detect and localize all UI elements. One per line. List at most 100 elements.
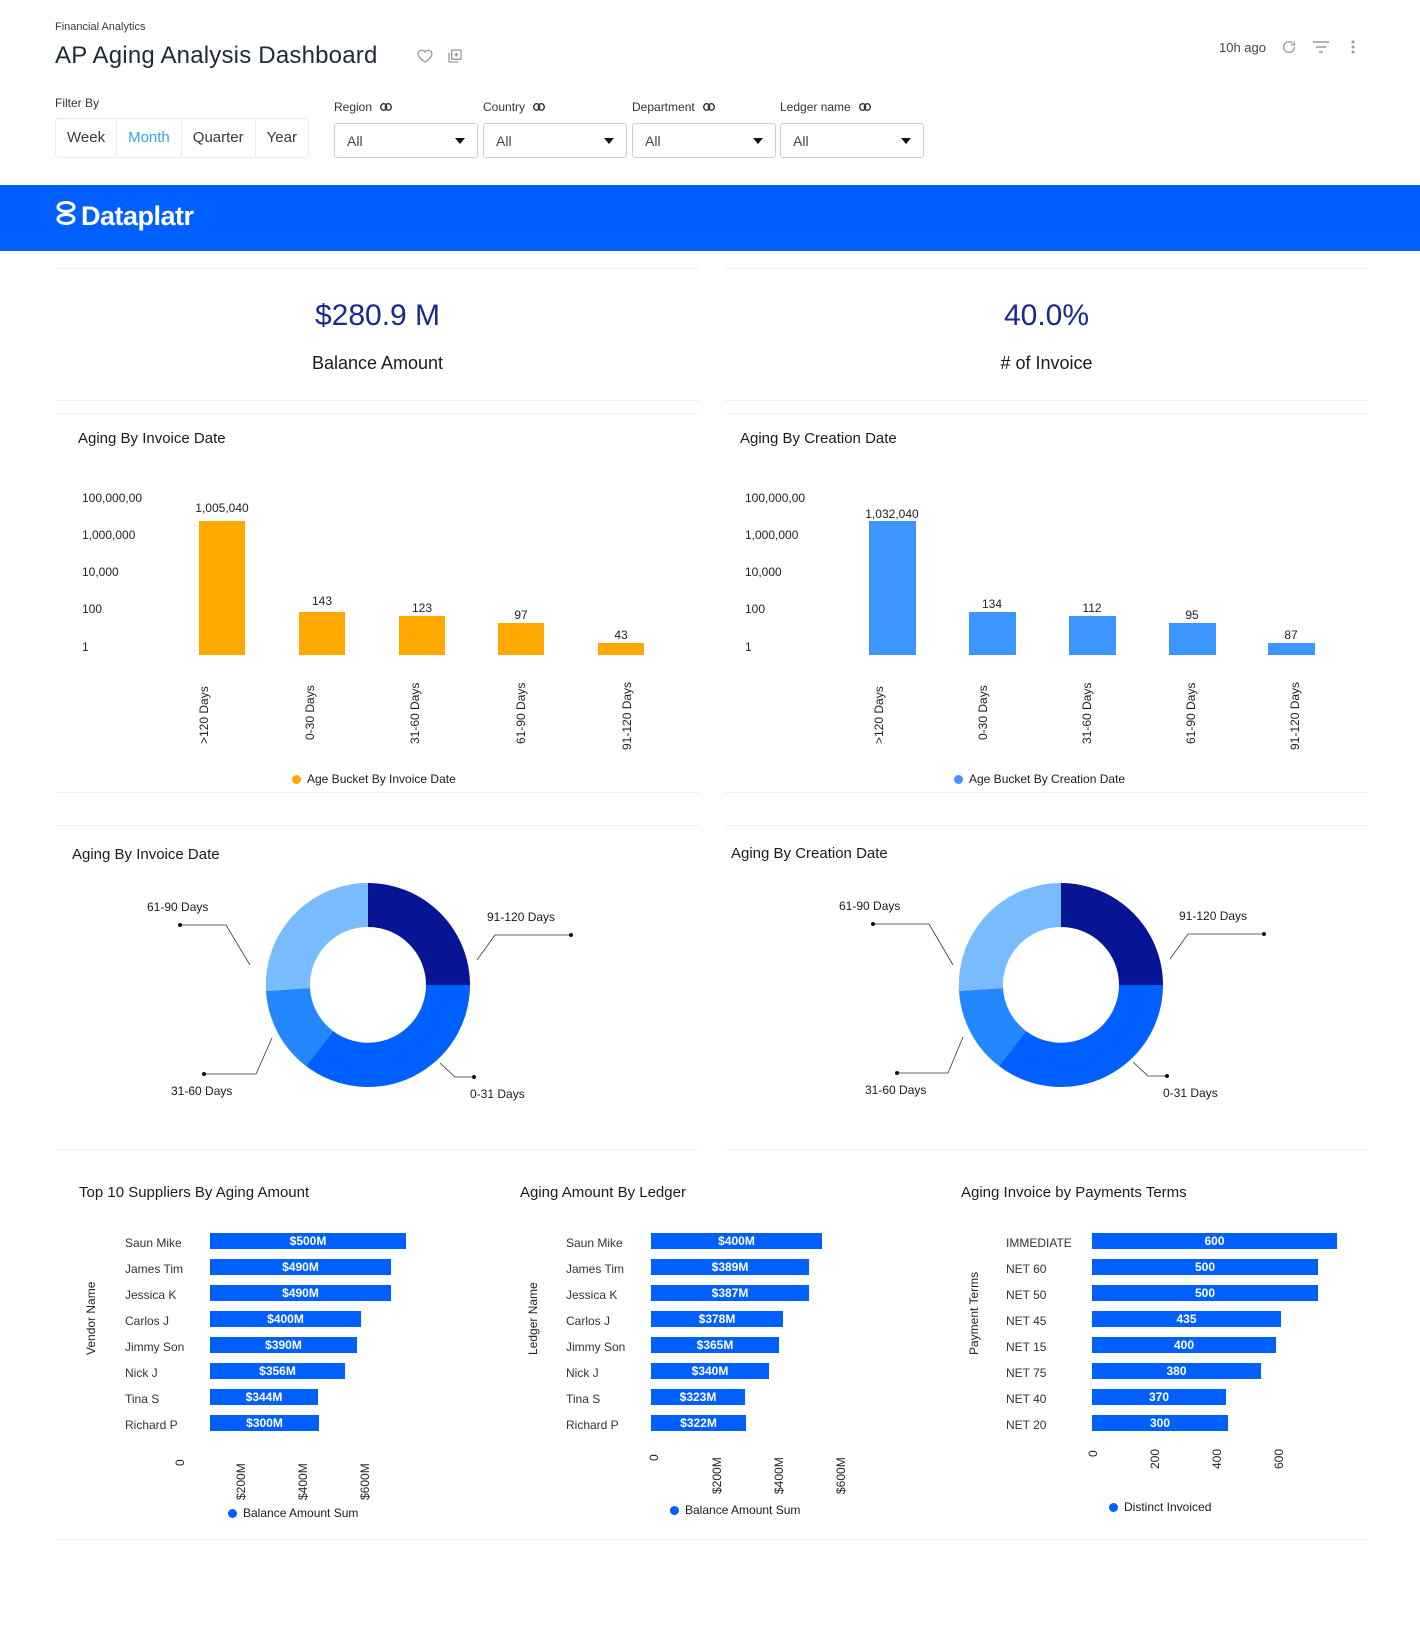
bar[interactable]: [869, 521, 916, 655]
bar-value-label: 1,032,040: [865, 507, 919, 521]
y-tick: 1: [82, 640, 89, 654]
period-year[interactable]: Year: [266, 129, 297, 146]
bar[interactable]: 600: [1092, 1233, 1337, 1249]
chart-legend: Distinct Invoiced: [1109, 1500, 1211, 1514]
bar[interactable]: $300M: [210, 1415, 319, 1431]
bar[interactable]: $356M: [210, 1363, 345, 1379]
bar[interactable]: [498, 623, 544, 655]
bar[interactable]: $365M: [651, 1337, 779, 1353]
row-label: NET 50: [1006, 1288, 1047, 1302]
country-dropdown[interactable]: All: [483, 123, 627, 158]
bar[interactable]: [598, 643, 644, 655]
x-category-label: >120 Days: [197, 686, 211, 744]
bar[interactable]: $490M: [210, 1259, 391, 1275]
more-vertical-icon[interactable]: [1344, 38, 1362, 56]
row-label: Tina S: [125, 1392, 160, 1406]
donut-label: 0-31 Days: [1163, 1086, 1218, 1100]
x-category-label: >120 Days: [872, 686, 886, 744]
x-tick: $600M: [834, 1457, 848, 1494]
bar[interactable]: [399, 616, 445, 655]
donut-label: 61-90 Days: [147, 900, 209, 914]
bar[interactable]: $322M: [651, 1415, 746, 1431]
period-quarter[interactable]: Quarter: [182, 119, 256, 157]
bar[interactable]: $378M: [651, 1311, 783, 1327]
period-month[interactable]: Month: [117, 119, 182, 157]
x-category-label: 61-90 Days: [1184, 682, 1198, 744]
chart-legend: Age Bucket By Invoice Date: [292, 772, 456, 786]
row-label: Nick J: [125, 1366, 158, 1380]
row-label: Saun Mike: [566, 1236, 623, 1250]
bar[interactable]: $389M: [651, 1259, 809, 1275]
bar[interactable]: [1268, 643, 1315, 655]
legend-label: Age Bucket By Creation Date: [969, 772, 1126, 786]
bar[interactable]: 500: [1092, 1285, 1318, 1301]
bar[interactable]: [299, 612, 345, 655]
bar[interactable]: 300: [1092, 1415, 1228, 1431]
bar[interactable]: $344M: [210, 1389, 318, 1405]
bar-value-label: 1,005,040: [195, 501, 249, 515]
country-label-text: Country: [483, 100, 526, 114]
donut-chart[interactable]: [150, 870, 630, 1110]
department-dropdown[interactable]: All: [632, 123, 776, 158]
bar[interactable]: 380: [1092, 1363, 1261, 1379]
bar[interactable]: 500: [1092, 1259, 1318, 1275]
bar[interactable]: 370: [1092, 1389, 1226, 1405]
country-label: Country: [483, 100, 546, 114]
row-label: NET 20: [1006, 1418, 1047, 1432]
bar[interactable]: $390M: [210, 1337, 357, 1353]
row-label: Tina S: [566, 1392, 601, 1406]
bar[interactable]: [199, 521, 245, 655]
x-tick: 200: [1148, 1448, 1162, 1469]
row-label: Richard P: [566, 1418, 619, 1432]
bar[interactable]: $340M: [651, 1363, 769, 1379]
bar[interactable]: $323M: [651, 1389, 745, 1405]
bar-value-label: 112: [1082, 601, 1102, 615]
ledger-name-dropdown[interactable]: All: [780, 123, 924, 158]
x-category-label: 0-30 Days: [976, 685, 990, 740]
page-title: AP Aging Analysis Dashboard: [55, 42, 378, 69]
donut-chart[interactable]: [843, 870, 1323, 1110]
bar[interactable]: 400: [1092, 1337, 1276, 1353]
y-axis-title: Vendor Name: [84, 1281, 98, 1355]
row-label: Jimmy Son: [125, 1340, 185, 1354]
region-label: Region: [334, 100, 393, 114]
row-label: Nick J: [566, 1366, 599, 1380]
bar[interactable]: [1069, 616, 1116, 655]
bar[interactable]: $500M: [210, 1233, 406, 1249]
legend-label: Balance Amount Sum: [243, 1506, 359, 1520]
legend-dot: [954, 774, 963, 784]
country-value: All: [496, 132, 512, 149]
chart-title: Aging By Creation Date: [740, 430, 897, 447]
bar[interactable]: $400M: [651, 1233, 822, 1249]
bar[interactable]: $490M: [210, 1285, 391, 1301]
chart-card-aging-by-creation-date: [725, 413, 1368, 793]
add-to-collection-icon[interactable]: [447, 48, 465, 66]
bar[interactable]: [969, 612, 1016, 655]
region-dropdown[interactable]: All: [334, 123, 478, 158]
x-tick: 0: [173, 1459, 187, 1466]
row-label: Saun Mike: [125, 1236, 182, 1250]
donut-label: 31-60 Days: [865, 1083, 927, 1097]
row-label: NET 45: [1006, 1314, 1047, 1328]
period-week[interactable]: Week: [56, 119, 118, 157]
refresh-icon[interactable]: [1280, 38, 1298, 56]
chart-card-aging-by-invoice-date: [55, 413, 700, 793]
y-tick: 100: [82, 602, 103, 616]
brand-banner: [0, 185, 1420, 251]
heart-icon[interactable]: [417, 48, 435, 66]
bar[interactable]: $387M: [651, 1285, 809, 1301]
bar[interactable]: $400M: [210, 1311, 361, 1327]
x-tick: $200M: [234, 1463, 248, 1500]
x-tick: 0: [647, 1454, 661, 1461]
chart-title: Top 10 Suppliers By Aging Amount: [79, 1184, 310, 1201]
bar[interactable]: 435: [1092, 1311, 1281, 1327]
y-tick: 10,000: [745, 565, 782, 579]
bar-value-label: 95: [1185, 608, 1199, 622]
bar[interactable]: [1169, 623, 1216, 655]
donut-label: 91-120 Days: [1179, 909, 1248, 923]
caret-down-icon: [753, 137, 763, 144]
legend-dot: [1109, 1502, 1118, 1512]
row-label: NET 15: [1006, 1340, 1047, 1354]
header-actions: 10h ago: [1219, 38, 1362, 56]
filter-icon[interactable]: [1312, 38, 1330, 56]
